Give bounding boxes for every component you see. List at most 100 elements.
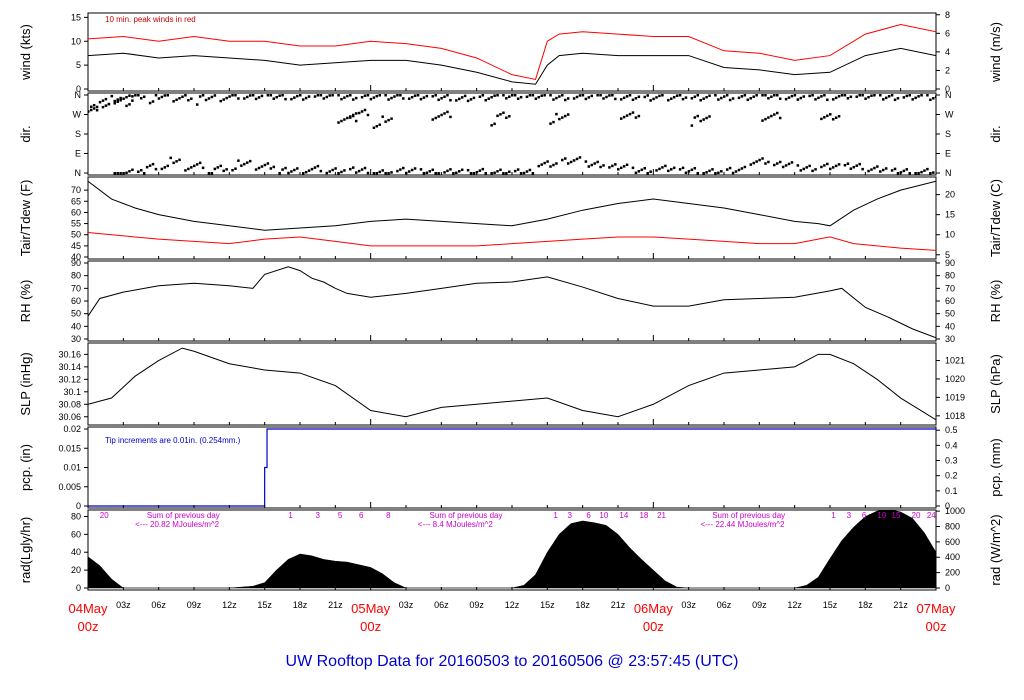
dir-point bbox=[805, 166, 808, 169]
dir-point bbox=[154, 94, 158, 97]
ytick-label-right: 1021 bbox=[945, 356, 965, 366]
dir-point bbox=[896, 172, 900, 175]
dir-point bbox=[767, 97, 770, 100]
dir-point bbox=[672, 95, 676, 99]
ytick-label-right: S bbox=[945, 129, 951, 139]
dir-point bbox=[431, 118, 434, 121]
dir-point bbox=[98, 100, 102, 104]
dir-point bbox=[434, 172, 437, 175]
dir-point bbox=[172, 161, 175, 165]
ytick-label-right: 800 bbox=[945, 521, 960, 531]
dir-point bbox=[369, 97, 373, 101]
dir-point bbox=[681, 166, 685, 170]
ytick-label-left: 0 bbox=[76, 84, 81, 94]
rad-hour-marker: 20 bbox=[912, 511, 921, 520]
dir-point bbox=[761, 94, 764, 97]
dir-point bbox=[720, 170, 723, 173]
dir-point bbox=[808, 164, 811, 168]
dir-point bbox=[619, 117, 623, 120]
dir-point bbox=[608, 94, 611, 97]
dir-point bbox=[740, 95, 744, 98]
ylabel-left: pcp. (in) bbox=[18, 444, 33, 491]
dir-point bbox=[864, 97, 867, 100]
dir-point bbox=[195, 103, 199, 106]
ytick-label-right: N bbox=[945, 90, 952, 100]
dir-point bbox=[466, 99, 470, 103]
dir-point bbox=[837, 115, 841, 118]
dir-point bbox=[902, 169, 906, 173]
rad-annotation: Sum of previous day bbox=[430, 511, 503, 520]
ytick-label-left: 0.005 bbox=[58, 482, 81, 492]
dir-point bbox=[293, 168, 296, 172]
dir-point bbox=[381, 115, 384, 118]
dir-point bbox=[469, 98, 473, 101]
rad-hour-marker: 14 bbox=[619, 511, 628, 520]
dir-point bbox=[254, 97, 258, 101]
dir-point bbox=[540, 94, 543, 97]
dir-point bbox=[137, 94, 140, 97]
dir-point bbox=[413, 94, 417, 97]
pcp-series-0 bbox=[88, 428, 936, 507]
ytick-label-left: 20 bbox=[71, 565, 81, 575]
dir-point bbox=[820, 165, 823, 169]
dir-point bbox=[926, 94, 929, 97]
dir-point bbox=[166, 94, 169, 97]
rad-hour-marker: 6 bbox=[359, 511, 364, 520]
dir-point bbox=[484, 172, 487, 175]
dir-point bbox=[617, 168, 620, 171]
dir-point bbox=[826, 98, 829, 102]
dir-point bbox=[802, 95, 805, 98]
ytick-label-right: 10 bbox=[945, 230, 955, 240]
dir-point bbox=[181, 95, 184, 99]
dir-point bbox=[743, 94, 747, 97]
dir-point bbox=[502, 111, 505, 115]
dir-point bbox=[578, 94, 582, 97]
dir-point bbox=[564, 114, 567, 118]
day-label-hour: 00z bbox=[360, 619, 381, 634]
dir-point bbox=[867, 95, 870, 99]
dir-point bbox=[914, 172, 917, 175]
dir-point bbox=[849, 95, 853, 99]
dir-point bbox=[690, 124, 694, 127]
dir-point bbox=[378, 170, 381, 174]
dir-point bbox=[490, 95, 493, 99]
dir-point bbox=[696, 172, 699, 175]
ytick-label-left: 60 bbox=[71, 529, 81, 539]
dir-point bbox=[755, 160, 758, 163]
dir-point bbox=[446, 169, 449, 173]
dir-point bbox=[363, 94, 367, 97]
ytick-label-right: 0.5 bbox=[945, 425, 958, 435]
dir-point bbox=[905, 94, 909, 98]
dir-point bbox=[399, 168, 402, 171]
slp-series-0 bbox=[88, 347, 936, 421]
rad-hour-marker: 8 bbox=[386, 511, 391, 520]
dir-point bbox=[737, 168, 741, 172]
dir-point bbox=[413, 167, 417, 170]
ytick-label-right: 70 bbox=[945, 283, 955, 293]
dir-point bbox=[92, 103, 96, 107]
dir-point bbox=[820, 117, 823, 121]
ytick-label-right: 0 bbox=[945, 501, 950, 511]
dir-point bbox=[893, 167, 897, 171]
dir-point bbox=[776, 94, 779, 97]
xtick-label: 06z bbox=[434, 600, 449, 610]
dir-point bbox=[463, 94, 467, 98]
dir-point bbox=[596, 160, 599, 164]
dir-point bbox=[460, 168, 464, 172]
dir-point bbox=[366, 171, 370, 175]
dir-point bbox=[340, 119, 343, 123]
dir-point bbox=[873, 166, 876, 170]
dir-point bbox=[119, 96, 122, 100]
dir-point bbox=[552, 98, 555, 101]
dir-point bbox=[625, 95, 629, 98]
dir-point bbox=[458, 97, 461, 101]
dir-point bbox=[631, 98, 635, 102]
dir-point bbox=[293, 96, 296, 99]
dir-point bbox=[190, 166, 193, 169]
dir-point bbox=[195, 163, 199, 166]
rad-hour-marker: 1 bbox=[831, 511, 836, 520]
dir-point bbox=[128, 170, 131, 173]
dir-point bbox=[561, 116, 564, 119]
dir-point bbox=[131, 99, 134, 102]
dir-point bbox=[690, 168, 694, 172]
